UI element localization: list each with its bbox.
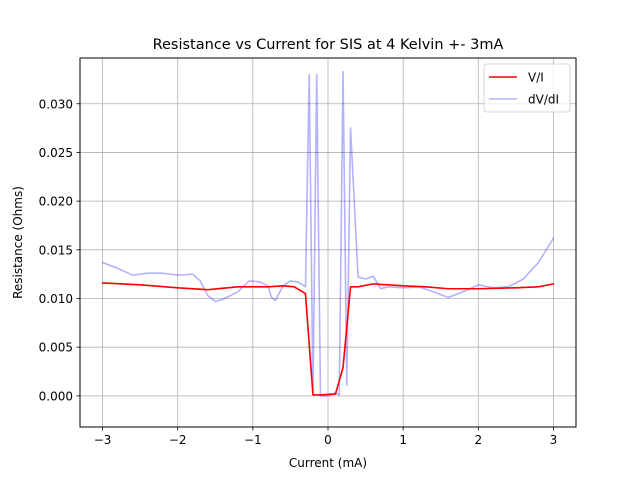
legend: V/I dV/dI bbox=[483, 63, 571, 113]
y-axis-label: Resistance (Ohms) bbox=[11, 186, 25, 299]
legend-label: V/I bbox=[528, 71, 544, 85]
x-tick-label: 0 bbox=[324, 433, 332, 447]
legend-box bbox=[483, 63, 571, 113]
x-tick-label: 1 bbox=[399, 433, 407, 447]
legend-label: dV/dI bbox=[528, 93, 559, 107]
x-tick-label: −3 bbox=[94, 433, 112, 447]
y-tick-label: 0.020 bbox=[39, 195, 73, 209]
x-axis-label: Current (mA) bbox=[289, 456, 367, 470]
y-tick-label: 0.005 bbox=[39, 341, 73, 355]
x-tick-label: 2 bbox=[474, 433, 482, 447]
y-tick-label: 0.030 bbox=[39, 97, 73, 111]
series-line-dv-di bbox=[101, 70, 555, 397]
x-tick-label: −1 bbox=[244, 433, 262, 447]
x-tick-label: −2 bbox=[169, 433, 187, 447]
ticks-layer: −3 −2 −1 0 1 2 3 0.000 0.005 0.010 0.015 0.020 0.025… bbox=[39, 97, 558, 447]
grid-layer bbox=[80, 58, 576, 427]
series-layer bbox=[101, 70, 555, 397]
y-tick-label: 0.025 bbox=[39, 146, 73, 160]
y-tick-label: 0.000 bbox=[39, 389, 73, 403]
series-line-v-over-i bbox=[101, 282, 555, 396]
chart-title: Resistance vs Current for SIS at 4 Kelvi… bbox=[153, 37, 504, 53]
y-tick-label: 0.015 bbox=[39, 243, 73, 257]
y-tick-label: 0.010 bbox=[39, 292, 73, 306]
x-tick-label: 3 bbox=[550, 433, 558, 447]
